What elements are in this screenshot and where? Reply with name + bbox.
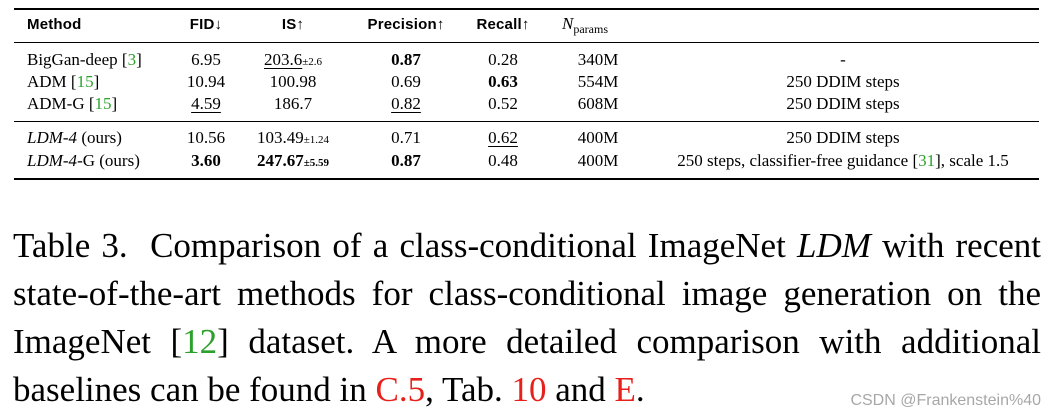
row-method: ADM [15]: [27, 72, 100, 91]
method-name: BigGan-deep: [27, 50, 118, 69]
row-recall: 0.28: [488, 50, 518, 69]
row-method: LDM-4-G (ours): [27, 151, 140, 171]
row-recall: 0.52: [488, 94, 518, 113]
table-group-rule: [14, 121, 1039, 122]
citation-link[interactable]: 3: [127, 50, 137, 69]
caption-ldm: LDM: [797, 226, 871, 265]
method-name: LDM-4: [27, 151, 78, 170]
method-suffix: (ours): [77, 128, 122, 147]
caption-text-6: .: [635, 370, 645, 409]
row-recall: 0.48: [488, 151, 518, 170]
caption-text-4: , Tab.: [425, 370, 512, 409]
watermark: CSDN @Frankenstein%40: [850, 392, 1041, 409]
header-recall: Recall↑: [476, 16, 530, 33]
is-pm: ±1.24: [303, 134, 330, 146]
row-fid: 6.95: [191, 50, 221, 69]
row-method: ADM-G [15]: [27, 94, 118, 113]
note-post: ], scale 1.5: [935, 151, 1009, 170]
caption-text-3: ] dataset. A more detailed comparison wi…: [13, 322, 1042, 409]
row-fid: 4.59: [191, 94, 221, 113]
row-fid: 10.56: [186, 128, 226, 147]
row-fid: 10.94: [186, 72, 226, 91]
row-is: 247.67±5.59: [257, 151, 329, 173]
row-precision: 0.87: [391, 50, 421, 69]
row-is: 186.7: [274, 94, 312, 114]
header-nparams-main: N: [562, 14, 574, 33]
header-nparams: Nparams: [562, 14, 608, 39]
row-nparams: 400M: [577, 151, 619, 170]
row-is: 100.98: [270, 72, 317, 92]
citation-link[interactable]: 31: [918, 151, 936, 170]
row-note: -: [840, 50, 846, 69]
table-caption: Table 3. Comparison of a class-condition…: [13, 222, 1041, 414]
header-is: IS↑: [281, 16, 305, 33]
caption-ref-10-link[interactable]: 10: [511, 370, 547, 409]
note-pre: 250 steps, classifier-free guidance [: [677, 151, 919, 170]
row-method: BigGan-deep [3]: [27, 50, 142, 69]
row-precision: 0.71: [391, 128, 421, 147]
caption-ref-c5-link[interactable]: C.5: [375, 370, 426, 409]
row-nparams: 340M: [577, 50, 619, 69]
row-method: LDM-4 (ours): [27, 128, 122, 148]
row-note: 250 DDIM steps: [786, 94, 900, 113]
row-precision: 0.69: [391, 72, 421, 91]
caption-text-1: Comparison of a class-conditional ImageN…: [150, 226, 797, 265]
row-recall: 0.63: [488, 72, 518, 91]
is-value: 203.6: [263, 50, 303, 69]
is-value: 186.7: [273, 94, 313, 113]
row-is: 103.49±1.24: [257, 128, 329, 150]
method-name: LDM-4: [27, 128, 78, 147]
row-nparams: 400M: [577, 128, 619, 147]
is-pm: ±2.6: [302, 56, 323, 68]
caption-ref-12-link[interactable]: 12: [182, 322, 218, 361]
method-name: ADM-G: [27, 94, 85, 113]
table-header-rule: [14, 42, 1039, 43]
caption-ref-e-link[interactable]: E: [614, 370, 636, 409]
row-note: 250 steps, classifier-free guidance [31]…: [677, 151, 1009, 171]
table-top-rule: [14, 8, 1039, 10]
row-precision: 0.87: [391, 151, 421, 170]
citation-link[interactable]: 15: [94, 94, 112, 113]
row-nparams: 608M: [577, 94, 619, 113]
is-value: 103.49: [256, 128, 304, 147]
method-name: ADM: [27, 72, 67, 91]
caption-text-2: with recent state-of-the-art methods for…: [13, 226, 1042, 361]
row-precision: 0.82: [391, 94, 421, 113]
row-note: 250 DDIM steps: [786, 128, 900, 147]
row-note: 250 DDIM steps: [786, 72, 900, 91]
row-nparams: 554M: [577, 72, 619, 91]
header-fid: FID↓: [189, 16, 223, 33]
caption-label: Table 3.: [13, 226, 128, 265]
header-nparams-sub: params: [573, 22, 608, 36]
is-value: 100.98: [269, 72, 317, 91]
row-fid: 3.60: [191, 151, 221, 170]
method-suffix: -G (ours): [77, 151, 140, 170]
header-method: Method: [27, 16, 82, 33]
table-bottom-rule: [14, 178, 1039, 180]
is-value: 247.67: [256, 151, 304, 170]
row-is: 203.6±2.6: [264, 50, 322, 72]
citation-link[interactable]: 15: [76, 72, 94, 91]
header-precision: Precision↑: [367, 16, 445, 33]
is-pm: ±5.59: [303, 157, 330, 169]
row-recall: 0.62: [488, 128, 518, 147]
caption-text-5: and: [546, 370, 615, 409]
